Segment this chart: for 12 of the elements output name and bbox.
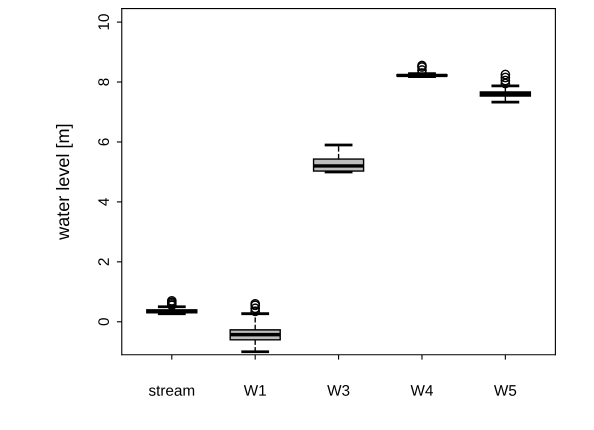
y-tick-label: 10 <box>98 14 110 30</box>
x-tick-label: W4 <box>410 385 433 396</box>
y-tick-label: 4 <box>98 198 109 206</box>
y-tick-label: 2 <box>98 258 109 266</box>
x-tick-label: W3 <box>327 385 350 396</box>
y-axis-title: water level [m] <box>56 124 73 240</box>
x-tick-label: stream <box>148 386 194 396</box>
y-tick-label: 0 <box>98 318 110 326</box>
x-tick-label: W5 <box>494 385 516 396</box>
x-tick-label: W1 <box>244 385 266 396</box>
y-tick-label: 8 <box>98 78 110 86</box>
y-tick-label: 6 <box>98 138 110 146</box>
